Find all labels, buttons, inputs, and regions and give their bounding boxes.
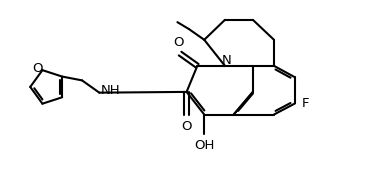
Text: NH: NH — [101, 84, 120, 97]
Text: O: O — [33, 62, 43, 75]
Text: OH: OH — [194, 139, 214, 152]
Text: O: O — [173, 36, 183, 49]
Text: O: O — [182, 120, 192, 133]
Text: F: F — [302, 97, 310, 110]
Text: N: N — [222, 54, 231, 67]
